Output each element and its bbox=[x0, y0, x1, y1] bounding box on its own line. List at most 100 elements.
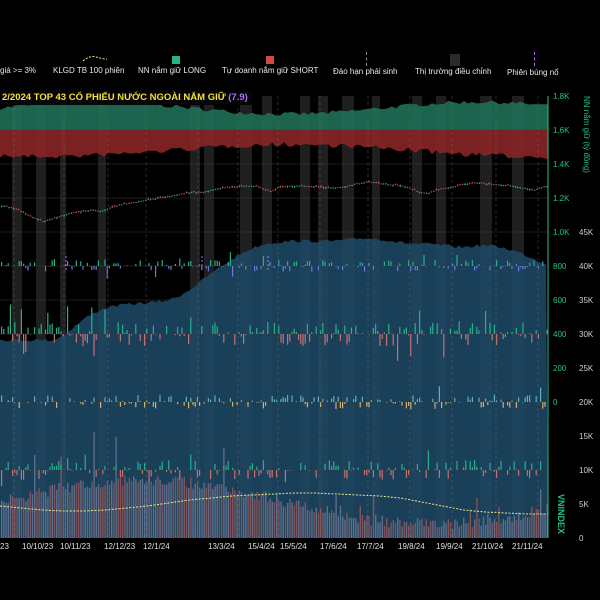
candle bbox=[118, 204, 121, 206]
candle bbox=[344, 186, 346, 188]
flow-bar bbox=[366, 470, 368, 476]
flow-bar bbox=[148, 470, 150, 483]
flow-bar bbox=[509, 263, 511, 266]
flow-bar bbox=[227, 460, 229, 470]
candle bbox=[445, 187, 447, 189]
flow-bar bbox=[91, 266, 93, 271]
candle bbox=[533, 189, 536, 191]
axis-1-tick-label: 1.4K bbox=[553, 160, 570, 169]
flow-bar bbox=[529, 470, 531, 479]
flow-bar bbox=[75, 260, 77, 266]
flow-bar bbox=[346, 470, 348, 479]
flow-bar bbox=[287, 395, 289, 402]
flow-bar bbox=[284, 470, 286, 483]
volume-bar bbox=[331, 510, 333, 538]
flow-bar bbox=[335, 402, 337, 409]
candle bbox=[113, 205, 116, 207]
flow-bar bbox=[364, 266, 366, 272]
volume-bar bbox=[317, 512, 320, 538]
flow-bar bbox=[421, 329, 423, 334]
flow-bar bbox=[234, 334, 236, 345]
volume-bar bbox=[386, 517, 388, 538]
flow-bar bbox=[394, 467, 396, 470]
flow-bar bbox=[434, 468, 436, 470]
volume-bar bbox=[379, 522, 381, 538]
flow-bar bbox=[249, 465, 251, 470]
candle bbox=[339, 187, 341, 188]
flow-bar bbox=[535, 396, 537, 402]
volume-bar bbox=[546, 503, 548, 538]
axis-2-tick-label: 0 bbox=[579, 534, 584, 543]
flow-bar bbox=[51, 323, 53, 334]
flow-bar bbox=[141, 470, 143, 474]
candle bbox=[397, 184, 399, 186]
flow-bar bbox=[531, 334, 533, 343]
volume-bar bbox=[452, 528, 454, 538]
flow-bar bbox=[9, 401, 11, 403]
flow-bar bbox=[353, 399, 355, 402]
flow-bar bbox=[502, 402, 504, 408]
volume-bar bbox=[390, 522, 392, 538]
flow-bar bbox=[104, 397, 106, 402]
flow-bar bbox=[113, 263, 115, 266]
flow-bar bbox=[29, 334, 31, 335]
flow-bar bbox=[240, 334, 242, 337]
candle bbox=[490, 183, 493, 185]
volume-bar bbox=[256, 491, 258, 538]
flow-bar bbox=[359, 262, 361, 266]
candle bbox=[87, 210, 89, 212]
volume-bar bbox=[58, 482, 60, 538]
volume-bar bbox=[170, 482, 172, 538]
volume-bar bbox=[80, 480, 82, 538]
flow-bar bbox=[152, 402, 154, 407]
flow-bar bbox=[179, 258, 181, 266]
flow-bar bbox=[7, 462, 9, 470]
volume-bar bbox=[324, 512, 326, 538]
volume-bar bbox=[243, 497, 245, 538]
candle bbox=[545, 186, 548, 188]
flow-bar bbox=[89, 470, 91, 473]
candle bbox=[51, 218, 53, 220]
flow-bar bbox=[174, 470, 176, 473]
flow-bar bbox=[25, 334, 27, 352]
flow-bar bbox=[115, 263, 117, 266]
legend-foreign-long: NN nắm giữ LONG bbox=[138, 66, 207, 75]
flow-bar bbox=[348, 461, 350, 470]
flow-bar bbox=[45, 266, 47, 272]
candle bbox=[358, 183, 361, 185]
candle bbox=[181, 193, 183, 195]
flow-bar bbox=[122, 324, 124, 334]
candle bbox=[209, 190, 212, 191]
volume-bar bbox=[293, 505, 295, 538]
volume-bar bbox=[207, 483, 210, 538]
expiry-markers bbox=[13, 96, 539, 538]
x-tick-label: 15/4/24 bbox=[248, 542, 275, 551]
flow-bar bbox=[502, 334, 504, 340]
volume-bar bbox=[38, 488, 40, 538]
volume-bar bbox=[122, 485, 124, 538]
candle bbox=[361, 183, 363, 184]
flow-bar bbox=[295, 261, 297, 266]
volume-bar bbox=[403, 521, 405, 538]
flow-bar bbox=[342, 402, 344, 409]
flow-bar bbox=[295, 401, 297, 402]
flow-bar bbox=[258, 333, 260, 334]
flow-bar bbox=[38, 328, 40, 334]
volume-bar bbox=[106, 480, 108, 538]
candle bbox=[279, 186, 281, 188]
volume-bar bbox=[421, 518, 423, 538]
flow-bar bbox=[416, 266, 418, 271]
candle bbox=[483, 183, 485, 185]
flow-bar bbox=[62, 334, 64, 337]
flow-bar bbox=[67, 306, 69, 334]
flow-bar bbox=[344, 402, 346, 404]
flow-bar bbox=[293, 328, 295, 334]
flow-bar bbox=[379, 399, 381, 402]
flow-bar bbox=[170, 470, 172, 474]
candle bbox=[245, 185, 248, 187]
flow-bar bbox=[546, 329, 548, 334]
flow-bar bbox=[177, 402, 179, 405]
candle bbox=[449, 187, 452, 188]
volume-bar bbox=[45, 491, 47, 538]
